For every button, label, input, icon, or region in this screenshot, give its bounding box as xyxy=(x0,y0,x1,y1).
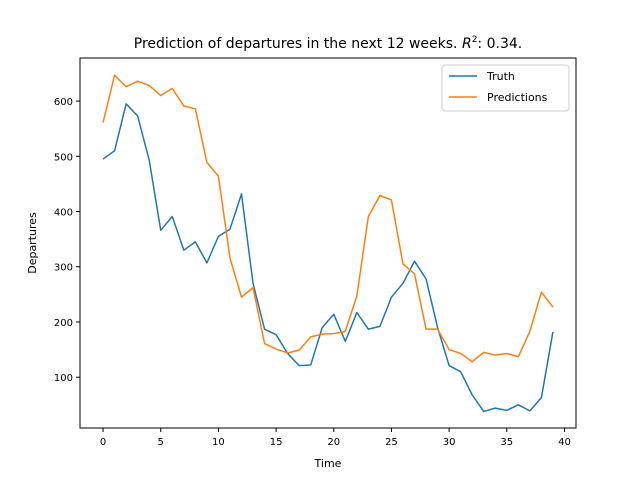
x-tick-label: 5 xyxy=(158,437,164,448)
x-tick-label: 30 xyxy=(443,437,456,448)
chart-title-math-sup: 2 xyxy=(472,35,478,45)
x-tick-label: 15 xyxy=(270,437,283,448)
chart-title-suffix: : 0.34. xyxy=(477,36,522,52)
x-tick-label: 40 xyxy=(558,437,571,448)
y-tick-label: 100 xyxy=(54,373,73,384)
plot-lines xyxy=(102,74,554,413)
x-axis-label: Time xyxy=(314,457,342,470)
chart-title-math-base: R xyxy=(462,36,472,52)
y-ticks: 100 200 300 400 500 600 xyxy=(54,97,80,384)
y-axis-label: Departures xyxy=(26,212,39,274)
y-tick-label: 600 xyxy=(54,97,73,108)
x-tick-label: 10 xyxy=(212,437,225,448)
legend-label-predictions: Predictions xyxy=(487,91,548,104)
y-tick-label: 400 xyxy=(54,208,73,219)
legend: Truth Predictions xyxy=(441,64,570,112)
chart-title: Prediction of departures in the next 12 … xyxy=(134,35,522,52)
x-ticks: 0 5 10 15 20 25 30 35 40 xyxy=(100,428,571,448)
series-line-truth xyxy=(102,103,554,413)
x-tick-label: 20 xyxy=(327,437,340,448)
plot-frame xyxy=(79,57,577,429)
x-tick-label: 25 xyxy=(385,437,398,448)
y-tick-label: 500 xyxy=(54,152,73,163)
x-tick-label: 35 xyxy=(500,437,513,448)
y-tick-label: 200 xyxy=(54,318,73,329)
legend-label-truth: Truth xyxy=(486,70,515,83)
series-line-predictions xyxy=(102,74,554,363)
x-tick-label: 0 xyxy=(100,437,106,448)
y-tick-label: 300 xyxy=(54,263,73,274)
chart-title-prefix: Prediction of departures in the next 12 … xyxy=(134,36,462,52)
